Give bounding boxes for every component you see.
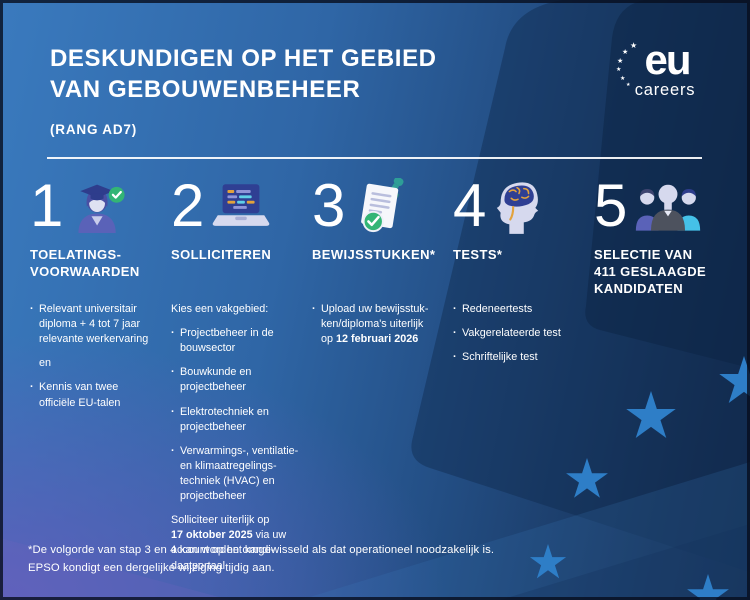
header-divider	[47, 157, 702, 159]
candidates-group-icon	[636, 184, 701, 231]
header: DESKUNDIGEN OP HET GEBIED VAN GEBOUWENBE…	[50, 44, 437, 137]
deadline-date: 17 oktober 2025	[171, 529, 253, 542]
logo-star-icon: ★	[622, 49, 629, 56]
document-stamp-checkmark-icon	[361, 178, 404, 233]
upload-deadline-date: 12 februari 2026	[336, 333, 419, 346]
steps-row: 1 TOELATINGS- VOORWAARDEN Relevant unive…	[30, 172, 722, 583]
step-number: 3	[312, 172, 345, 239]
list-item: Kennis van twee officiële EU-talen	[30, 380, 158, 410]
step-column-4: 4 TESTS* Redeneertests Vakgerelateerde t…	[453, 172, 581, 583]
list-item: Upload uw bewijsstuk- ken/diploma's uite…	[312, 302, 440, 347]
step-column-3: 3	[312, 172, 440, 583]
diagonal-band-purple	[0, 538, 230, 600]
step-intro: Kies een vakgebied:	[171, 303, 269, 315]
step-title: TESTS*	[453, 247, 503, 262]
list-item: Relevant universitair diploma + 4 tot 7 …	[30, 302, 158, 347]
logo-careers-text: careers	[634, 80, 696, 99]
logo-star-icon: ★	[616, 67, 622, 73]
rank-label: (RANG AD7)	[50, 122, 137, 138]
diagonal-band-bottom	[500, 524, 750, 600]
page-title: DESKUNDIGEN OP HET GEBIED VAN GEBOUWENBE…	[50, 45, 437, 103]
list-item: Redeneertests	[453, 302, 581, 317]
logo-star-icon: ★	[630, 41, 638, 50]
list-item: Schriftelijke test	[453, 350, 581, 365]
diagonal-band-corner	[585, 0, 750, 368]
application-deadline: Solliciteer uiterlijk op 17 oktober 2025…	[171, 514, 287, 572]
laptop-icon	[213, 183, 270, 226]
list-item: en	[39, 357, 52, 370]
diagonal-band-light	[300, 462, 750, 600]
logo-eu-text: eu	[644, 36, 691, 83]
list-item: Elektrotechniek en projectbeheer	[171, 405, 299, 435]
logo-star-icon: ★	[620, 76, 626, 82]
logo-star-icon: ★	[626, 82, 631, 88]
step-title: SOLLICITEREN	[171, 247, 272, 262]
head-brain-icon	[497, 182, 539, 234]
list-item: Vakgerelateerde test	[453, 326, 581, 341]
step-title: TOELATINGS- VOORWAARDEN	[30, 247, 140, 280]
footnote: *De volgorde van stap 3 en 4 kan worden …	[28, 544, 495, 574]
eu-careers-logo: ★ ★ ★ ★ ★ ★ eu careers	[610, 36, 710, 100]
step-number: 5	[594, 172, 627, 239]
logo-star-icon: ★	[617, 58, 624, 65]
graduate-checkmark-icon	[78, 184, 125, 233]
step-number: 2	[171, 172, 204, 239]
list-item: Bouwkunde en projectbeheer	[171, 365, 299, 395]
step-column-2: 2 SOLLICITEREN Kies een vakgebied	[171, 172, 299, 583]
step-column-1: 1 TOELATINGS- VOORWAARDEN Relevant unive…	[30, 172, 158, 583]
list-item: Verwarmings-, ventilatie- en klimaatrege…	[171, 444, 299, 504]
step-number: 1	[30, 172, 63, 239]
step-column-5: 5 SELECTIE VAN 411 GESLAAGDE KANDIDATEN	[594, 172, 722, 583]
step-title: BEWIJSSTUKKEN*	[312, 247, 436, 262]
step-title: SELECTIE VAN 411 GESLAAGDE KANDIDATEN	[594, 247, 707, 297]
step-number: 4	[453, 172, 486, 239]
list-item: Projectbeheer in de bouwsector	[171, 326, 299, 356]
